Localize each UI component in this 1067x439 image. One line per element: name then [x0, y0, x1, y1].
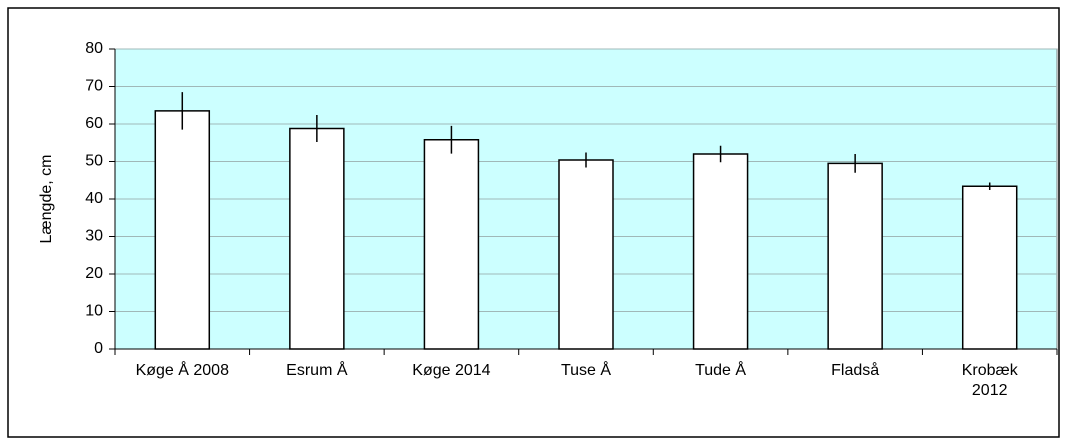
y-tick-label: 0 [94, 340, 103, 357]
bar [961, 185, 1018, 350]
y-tick-label: 60 [85, 115, 103, 132]
y-tick-label: 10 [85, 303, 103, 320]
y-tick-label: 20 [85, 265, 103, 282]
bar [827, 162, 883, 350]
y-tick-label: 70 [85, 78, 103, 95]
x-tick-label: Tuse Å [560, 362, 612, 379]
x-tick-label: Køge 2014 [412, 362, 491, 379]
x-tick-label: Krobæk 2012 [961, 362, 1018, 399]
bar [558, 159, 614, 350]
y-tick-label: 40 [85, 190, 103, 207]
y-tick-label: 80 [85, 40, 103, 57]
x-tick-label: Køge Å 2008 [135, 362, 229, 379]
bar [423, 139, 480, 350]
y-axis-label: Længde, cm [38, 155, 55, 244]
x-tick-label: Tude Å [695, 362, 747, 379]
y-tick-label: 30 [85, 228, 103, 245]
bar [289, 127, 345, 350]
bar [154, 110, 211, 350]
x-tick-label: Esrum Å [286, 362, 348, 379]
y-tick-label: 50 [85, 153, 103, 170]
bar [692, 153, 749, 350]
x-tick-label: Fladså [831, 362, 880, 379]
